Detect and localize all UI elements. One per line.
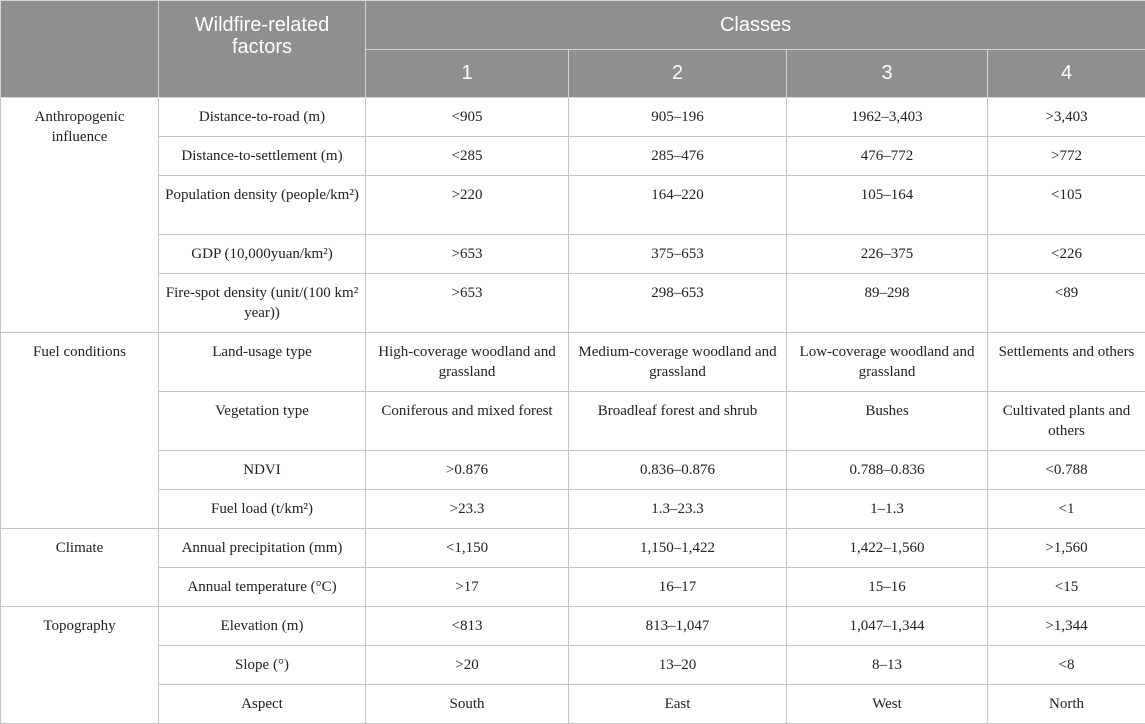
header-corner-cell xyxy=(1,1,159,98)
class-cell: 1,150–1,422 xyxy=(569,529,787,568)
class-cell: 8–13 xyxy=(787,646,988,685)
class-cell: >20 xyxy=(366,646,569,685)
table-row: Topography Elevation (m) <813 813–1,047 … xyxy=(1,607,1145,646)
factor-cell: Distance-to-settlement (m) xyxy=(159,137,366,176)
class-cell: Coniferous and mixed forest xyxy=(366,392,569,451)
class-cell: 813–1,047 xyxy=(569,607,787,646)
class-cell: 1,422–1,560 xyxy=(787,529,988,568)
class-cell: 15–16 xyxy=(787,568,988,607)
header-class-1: 1 xyxy=(366,50,569,98)
class-cell: 905–196 xyxy=(569,98,787,137)
factor-cell: Annual precipitation (mm) xyxy=(159,529,366,568)
table-row: Climate Annual precipitation (mm) <1,150… xyxy=(1,529,1145,568)
class-cell: >1,344 xyxy=(988,607,1145,646)
factor-cell: Distance-to-road (m) xyxy=(159,98,366,137)
table-row: Distance-to-settlement (m) <285 285–476 … xyxy=(1,137,1145,176)
class-cell: 1–1.3 xyxy=(787,490,988,529)
class-cell: 1.3–23.3 xyxy=(569,490,787,529)
class-cell: Cultivated plants and others xyxy=(988,392,1145,451)
class-cell: 476–772 xyxy=(787,137,988,176)
class-cell: <905 xyxy=(366,98,569,137)
group-label-anthropogenic: Anthropogenic influence xyxy=(1,98,159,333)
table-row: GDP (10,000yuan/km²) >653 375–653 226–37… xyxy=(1,235,1145,274)
class-cell: >1,560 xyxy=(988,529,1145,568)
table-header: Wildfire-related factors Classes 1 2 3 4 xyxy=(1,1,1145,98)
class-cell: Bushes xyxy=(787,392,988,451)
header-row: Wildfire-related factors Classes xyxy=(1,1,1145,50)
class-cell: >220 xyxy=(366,176,569,235)
class-cell: 89–298 xyxy=(787,274,988,333)
class-cell: <226 xyxy=(988,235,1145,274)
class-cell: 164–220 xyxy=(569,176,787,235)
class-cell: 13–20 xyxy=(569,646,787,685)
factor-cell: GDP (10,000yuan/km²) xyxy=(159,235,366,274)
table-row: Fuel load (t/km²) >23.3 1.3–23.3 1–1.3 <… xyxy=(1,490,1145,529)
factor-cell: Fuel load (t/km²) xyxy=(159,490,366,529)
class-cell: Settlements and others xyxy=(988,333,1145,392)
class-cell: <105 xyxy=(988,176,1145,235)
class-cell: 298–653 xyxy=(569,274,787,333)
header-factors: Wildfire-related factors xyxy=(159,1,366,98)
class-cell: >3,403 xyxy=(988,98,1145,137)
class-cell: 285–476 xyxy=(569,137,787,176)
table-row: Fuel conditions Land-usage type High-cov… xyxy=(1,333,1145,392)
class-cell: Medium-coverage woodland and grassland xyxy=(569,333,787,392)
class-cell: >17 xyxy=(366,568,569,607)
class-cell: 1962–3,403 xyxy=(787,98,988,137)
header-class-4: 4 xyxy=(988,50,1145,98)
table-row: Fire-spot density (unit/(100 km² year)) … xyxy=(1,274,1145,333)
factor-cell: Elevation (m) xyxy=(159,607,366,646)
class-cell: >772 xyxy=(988,137,1145,176)
class-cell: Broadleaf forest and shrub xyxy=(569,392,787,451)
header-class-2: 2 xyxy=(569,50,787,98)
table-row: Population density (people/km²) >220 164… xyxy=(1,176,1145,235)
group-label-fuel-conditions: Fuel conditions xyxy=(1,333,159,529)
class-cell: <285 xyxy=(366,137,569,176)
factor-cell: Population density (people/km²) xyxy=(159,176,366,235)
class-cell: >653 xyxy=(366,235,569,274)
class-cell: <89 xyxy=(988,274,1145,333)
table-row: Slope (°) >20 13–20 8–13 <8 xyxy=(1,646,1145,685)
table-row: Vegetation type Coniferous and mixed for… xyxy=(1,392,1145,451)
class-cell: <0.788 xyxy=(988,451,1145,490)
class-cell: >653 xyxy=(366,274,569,333)
class-cell: <15 xyxy=(988,568,1145,607)
class-cell: <1,150 xyxy=(366,529,569,568)
class-cell: 16–17 xyxy=(569,568,787,607)
factor-cell: Vegetation type xyxy=(159,392,366,451)
class-cell: >23.3 xyxy=(366,490,569,529)
table-row: Annual temperature (°C) >17 16–17 15–16 … xyxy=(1,568,1145,607)
factor-cell: NDVI xyxy=(159,451,366,490)
class-cell: <1 xyxy=(988,490,1145,529)
factor-cell: Slope (°) xyxy=(159,646,366,685)
group-label-climate: Climate xyxy=(1,529,159,607)
class-cell: 105–164 xyxy=(787,176,988,235)
header-class-3: 3 xyxy=(787,50,988,98)
table-body: Anthropogenic influence Distance-to-road… xyxy=(1,98,1145,724)
class-cell: <813 xyxy=(366,607,569,646)
class-cell: 375–653 xyxy=(569,235,787,274)
class-cell: <8 xyxy=(988,646,1145,685)
class-cell: >0.876 xyxy=(366,451,569,490)
class-cell: High-coverage woodland and grassland xyxy=(366,333,569,392)
class-cell: 1,047–1,344 xyxy=(787,607,988,646)
factor-cell: Fire-spot density (unit/(100 km² year)) xyxy=(159,274,366,333)
class-cell: 0.836–0.876 xyxy=(569,451,787,490)
factor-cell: Land-usage type xyxy=(159,333,366,392)
header-classes: Classes xyxy=(366,1,1145,50)
group-label-topography: Topography xyxy=(1,607,159,724)
table-row: Anthropogenic influence Distance-to-road… xyxy=(1,98,1145,137)
table-row: NDVI >0.876 0.836–0.876 0.788–0.836 <0.7… xyxy=(1,451,1145,490)
class-cell: 226–375 xyxy=(787,235,988,274)
class-cell: Low-coverage woodland and grassland xyxy=(787,333,988,392)
factor-cell: Annual temperature (°C) xyxy=(159,568,366,607)
class-cell: 0.788–0.836 xyxy=(787,451,988,490)
